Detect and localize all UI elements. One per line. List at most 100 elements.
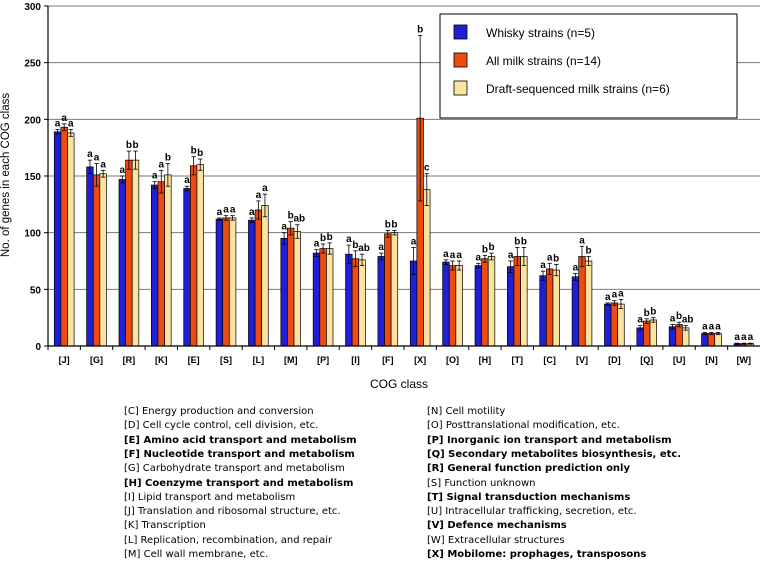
- x-tick-label: [J]: [59, 355, 70, 365]
- significance-letter: a: [120, 165, 126, 176]
- bar-L-2: [254, 209, 263, 347]
- significance-letter: b: [385, 219, 391, 230]
- significance-letter: ab: [293, 214, 305, 225]
- significance-letter: a: [741, 332, 747, 343]
- significance-letter: b: [514, 236, 520, 247]
- significance-letter: a: [637, 315, 643, 326]
- significance-letter: c: [424, 163, 430, 174]
- bar-K-3: [164, 174, 172, 347]
- legend-label: Whisky strains (n=5): [486, 26, 595, 40]
- bar-P-3: [326, 248, 334, 347]
- significance-letter: a: [476, 252, 482, 263]
- caption-entry: [T] Signal transduction mechanisms: [427, 491, 631, 503]
- bar-G-2: [92, 174, 101, 347]
- significance-letter: a: [55, 119, 61, 130]
- x-tick-label: [T]: [512, 355, 524, 365]
- caption-entry: [K] Transcription: [124, 520, 206, 532]
- significance-letter: a: [715, 321, 721, 332]
- legend-swatch: [453, 52, 468, 68]
- significance-letter: a: [547, 252, 553, 263]
- significance-letter: a: [87, 149, 93, 160]
- x-tick-label: [H]: [479, 355, 492, 365]
- significance-letter: a: [573, 262, 579, 273]
- bar-G-1: [86, 166, 94, 347]
- caption-entry: [C] Energy production and conversion: [124, 406, 314, 417]
- y-tick-label: 200: [24, 115, 41, 126]
- bar-D-1: [604, 303, 612, 347]
- caption-entry: [Q] Secondary metabolites biosynthesis, …: [427, 448, 682, 460]
- significance-letter: a: [68, 119, 74, 130]
- bar-H-3: [487, 256, 496, 347]
- significance-letter: b: [553, 253, 559, 264]
- bar-S-3: [228, 217, 237, 347]
- significance-letter: a: [709, 321, 715, 332]
- significance-letter: a: [702, 321, 708, 332]
- bar-J-2: [60, 126, 68, 347]
- bar-C-3: [552, 269, 560, 347]
- caption-entry: [X] Mobilome: prophages, transposons: [427, 549, 647, 560]
- caption-entry: [H] Coenzyme transport and metabolism: [124, 477, 354, 489]
- significance-letter: b: [165, 153, 171, 164]
- bar-L-1: [248, 219, 256, 347]
- significance-letter: a: [411, 236, 417, 247]
- x-tick-label: [G]: [90, 355, 103, 365]
- significance-letter: b: [650, 307, 656, 318]
- significance-letter: b: [586, 245, 592, 256]
- x-tick-label: [R]: [123, 355, 136, 365]
- bar-N-2: [707, 333, 716, 347]
- bar-E-1: [183, 188, 191, 347]
- axes: 0 50 100 150 200 250 300 [J] [G] [R] [K] [E] [S] [L] […: [24, 2, 760, 365]
- significance-letter: a: [748, 332, 754, 343]
- bar-F-1: [377, 256, 385, 347]
- bar-X-3: [423, 189, 431, 347]
- x-tick-label: [E]: [188, 355, 200, 365]
- significance-letter: a: [378, 242, 384, 253]
- significance-letter: b: [132, 140, 138, 151]
- bar-V-1: [571, 276, 580, 347]
- significance-letter: b: [391, 219, 397, 230]
- y-axis-label: No. of genes in each COG class: [0, 93, 12, 258]
- significance-letter: a: [605, 292, 611, 303]
- bar-I-2: [351, 258, 360, 347]
- bar-V-2: [578, 256, 586, 347]
- bar-C-1: [539, 275, 547, 347]
- bar-S-2: [222, 217, 230, 347]
- x-tick-label: [L]: [253, 355, 265, 365]
- x-tick-label: [Q]: [640, 355, 653, 365]
- bar-P-1: [312, 252, 321, 347]
- y-tick-label: 300: [24, 2, 41, 13]
- x-tick-label: [U]: [673, 355, 686, 365]
- significance-letter: a: [94, 153, 100, 164]
- significance-letter: a: [314, 239, 320, 250]
- bar-T-3: [520, 256, 528, 347]
- bar-M-1: [280, 237, 288, 347]
- bar-Q-2: [643, 320, 651, 347]
- legend-label: All milk strains (n=14): [486, 54, 601, 68]
- bar-K-1: [151, 184, 159, 347]
- x-tick-label: [C]: [543, 355, 556, 365]
- significance-letter: a: [256, 190, 262, 201]
- significance-letter: ab: [682, 315, 694, 326]
- caption-entry: [R] General function prediction only: [427, 463, 630, 475]
- caption-entry: [V] Defence mechanisms: [427, 520, 567, 532]
- significance-letter: a: [618, 289, 624, 300]
- bar-T-2: [513, 256, 521, 347]
- significance-letter: b: [644, 308, 650, 319]
- bar-R-3: [131, 159, 140, 347]
- caption-entry: [N] Cell motility: [427, 406, 506, 417]
- bar-O-3: [455, 265, 463, 347]
- significance-letter: b: [352, 240, 358, 251]
- bar-K-2: [157, 181, 165, 347]
- bar-O-1: [442, 261, 450, 347]
- significance-letter: a: [223, 205, 229, 216]
- significance-letter: a: [184, 175, 190, 186]
- bar-M-2: [287, 227, 295, 347]
- x-tick-label: [K]: [155, 355, 168, 365]
- significance-letter: a: [158, 159, 164, 170]
- significance-letter: a: [152, 171, 158, 182]
- significance-letter: a: [217, 207, 223, 218]
- bar-J-3: [67, 132, 75, 347]
- bar-D-2: [610, 302, 619, 347]
- significance-letter: a: [508, 250, 514, 261]
- caption-entry: [U] Intracellular trafficking, secretion…: [427, 506, 637, 518]
